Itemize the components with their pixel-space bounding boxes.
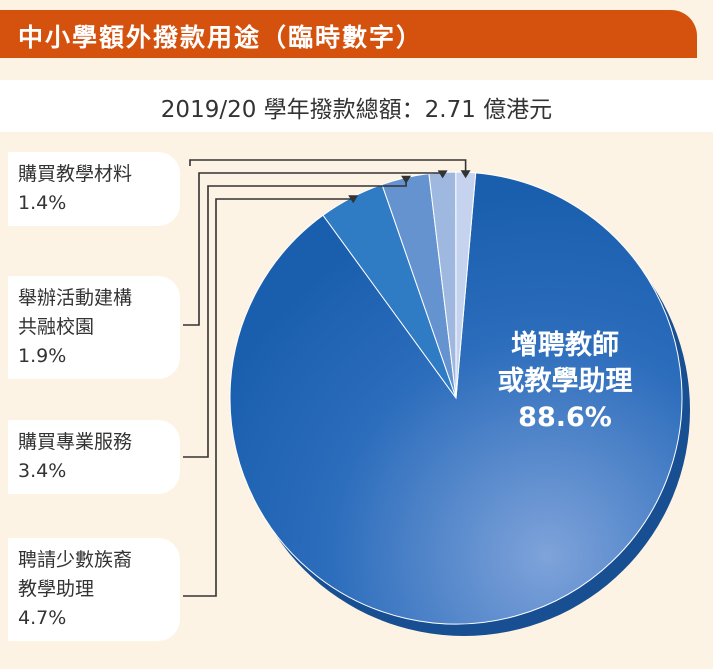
leader-arrow — [401, 175, 412, 184]
pie-slice-1 — [229, 172, 683, 625]
legend-percent: 3.4% — [18, 460, 67, 482]
subtitle-bar: 2019/20 學年撥款總額：2.71 億港元 — [0, 80, 713, 132]
legend-label: 共融校園 — [18, 316, 95, 338]
legend-label: 舉辦活動建構 — [18, 287, 133, 309]
main-slice-percent: 88.6% — [518, 402, 612, 433]
legend-label: 聘請少數族裔 — [18, 549, 133, 571]
chart-title: 中小學額外撥款用途（臨時數字） — [18, 23, 424, 52]
legend-percent: 1.9% — [18, 345, 67, 367]
legend-percent: 4.7% — [18, 607, 67, 629]
legend-label: 購買專業服務 — [18, 431, 133, 453]
main-slice-label-line: 或教學助理 — [497, 366, 633, 397]
main-slice-label: 增聘教師 或教學助理 88.6% — [470, 328, 660, 436]
leader-arrow — [437, 170, 448, 179]
legend-card-teaching-materials: 購買教學材料 1.4% — [8, 152, 180, 226]
leader-line — [183, 181, 407, 458]
legend-percent: 1.4% — [18, 192, 67, 214]
leader-arrow — [460, 170, 471, 179]
chart-subtitle: 2019/20 學年撥款總額：2.71 億港元 — [160, 97, 553, 123]
title-bar: 中小學額外撥款用途（臨時數字） — [0, 10, 697, 58]
main-slice-label-line: 增聘教師 — [511, 330, 619, 361]
leader-arrow — [348, 195, 359, 204]
legend-label: 購買教學材料 — [18, 163, 133, 185]
leader-line — [189, 159, 467, 177]
legend-card-ethnic-minority-assistants: 聘請少數族裔 教學助理 4.7% — [8, 538, 180, 641]
legend-card-professional-services: 購買專業服務 3.4% — [8, 420, 180, 494]
legend-label: 教學助理 — [18, 578, 95, 600]
legend-card-inclusive-activities: 舉辦活動建構 共融校園 1.9% — [8, 276, 180, 379]
